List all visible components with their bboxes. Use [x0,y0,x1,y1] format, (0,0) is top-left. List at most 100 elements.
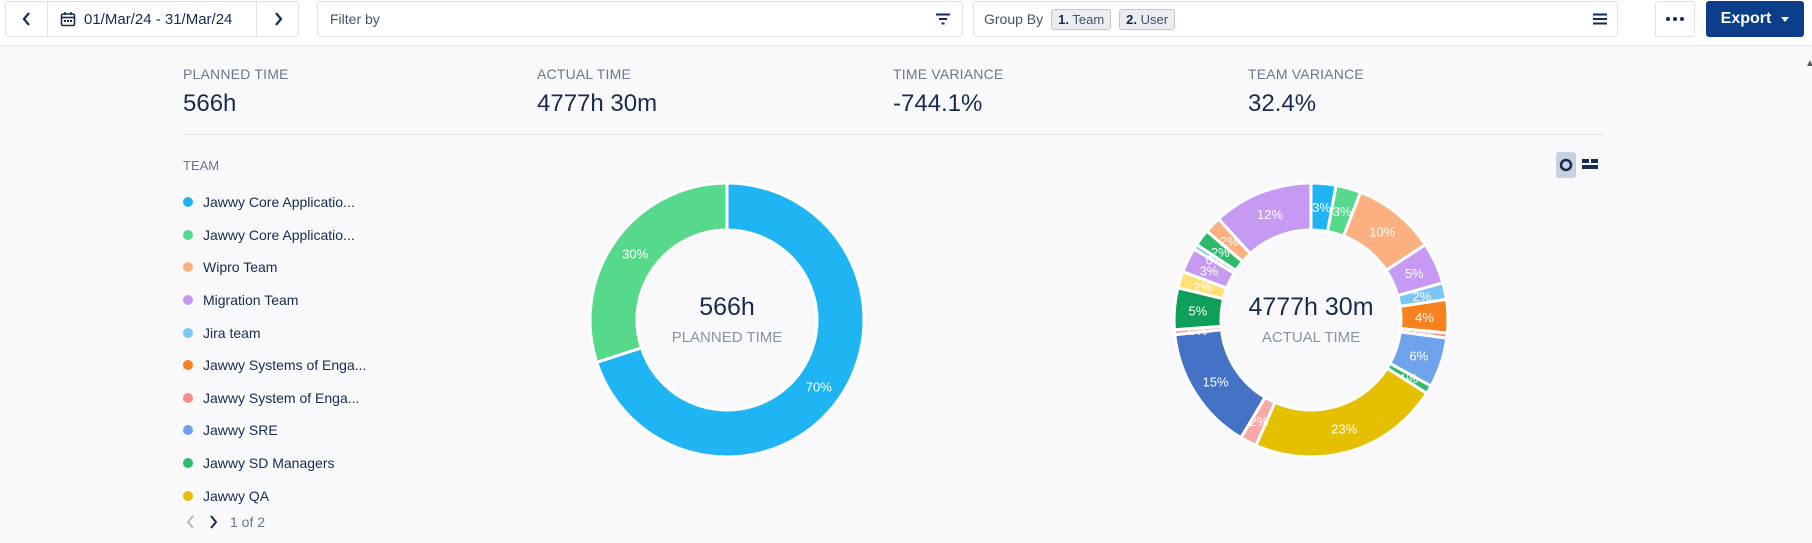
stat-label: ACTUAL TIME [537,66,631,82]
donut-chart-icon [1559,158,1573,172]
stat-label: TIME VARIANCE [893,66,1004,82]
donut-slice-label: 5% [1405,266,1424,281]
legend-label: Wipro Team [203,259,278,276]
table-view-button[interactable] [1582,156,1598,174]
legend-item[interactable]: Jawwy Systems of Enga... [183,349,366,382]
donut-slice[interactable] [594,181,866,459]
donut-slice-label: 3% [1333,204,1352,219]
group-chip-team[interactable]: 1. Team [1051,8,1112,30]
legend-item[interactable]: Jawwy Core Applicatio... [183,186,366,219]
group-chip-label: Team [1072,11,1105,27]
donut-center-value: 4777h 30m [1248,293,1373,321]
legend-label: Jawwy Core Applicatio... [203,194,355,211]
more-options-button[interactable] [1655,1,1695,37]
stat-value: 32.4% [1248,90,1317,117]
legend-color-dot [183,425,193,436]
scrollbar-up-arrow[interactable]: ▲ [1805,58,1812,69]
legend-label: Migration Team [203,292,299,309]
filter-placeholder: Filter by [330,11,380,27]
donut-slice[interactable] [1216,181,1313,256]
donut-center-label: ACTUAL TIME [1262,329,1360,346]
export-label: Export [1720,10,1772,27]
filter-icon[interactable] [936,13,950,25]
legend-item[interactable]: Jawwy SRE [183,414,366,447]
export-button[interactable]: Export [1706,1,1804,37]
legend-color-dot [183,295,193,306]
hamburger-menu-icon[interactable] [1593,13,1607,25]
legend-label: Jawwy SRE [203,422,278,439]
chevron-down-icon [1781,16,1790,22]
donut-slice[interactable] [1253,366,1429,459]
actual-time-donut: 3% 3%10%5%2%4%0%6%1%23%2%15%0%5%2%3%0%2%2… [1172,181,1450,459]
donut-center-label: PLANNED TIME [672,329,783,346]
donut-slice[interactable] [588,181,729,365]
legend-label: Jawwy Core Applicatio... [203,226,355,243]
date-range-text: 01/Mar/24 - 31/Mar/24 [84,10,233,28]
more-dots-icon [1666,17,1684,21]
legend-item[interactable]: Migration Team [183,284,366,317]
legend-item[interactable]: Jawwy System of Enga... [183,382,366,415]
donut-slice-label: 10% [1369,225,1395,240]
donut-slice-label: 30% [622,246,648,261]
previous-period-button[interactable] [6,2,48,36]
legend-pager: 1 of 2 [186,514,265,530]
legend-title: TEAM [183,158,220,173]
legend-color-dot [183,490,193,501]
donut-view-button[interactable] [1556,152,1576,178]
donut-center-value: 566h [699,293,755,321]
donut-slice-label: 6% [1409,348,1428,363]
stat-label: PLANNED TIME [183,66,289,82]
legend-color-dot [183,458,193,469]
legend-list: Jawwy Core Applicatio... Jawwy Core Appli… [183,186,366,512]
donut-slice-label: 23% [1331,422,1357,437]
legend-label: Jawwy Systems of Enga... [203,357,367,374]
legend-color-dot [183,392,193,403]
planned-time-donut: 70% 30% [588,181,866,459]
next-period-button[interactable] [256,2,298,36]
stat-actual-time: ACTUAL TIME 4777h 30m [537,66,657,118]
group-by-control: Group By 1. Team 2. User [973,1,1618,37]
donut-slice-label: 2% [1413,289,1432,304]
donut-slice-label: 3% [1200,263,1219,278]
group-by-label: Group By [984,11,1044,27]
legend-label: Jira team [203,324,261,341]
legend-item[interactable]: Wipro Team [183,251,366,284]
legend-color-dot [183,360,193,371]
calendar-icon [60,12,76,27]
legend-label: Jawwy SD Managers [203,455,335,472]
legend-item[interactable]: Jawwy SD Managers [183,447,366,480]
donut-slice-label: 2% [1193,280,1212,295]
donut-slice-label: 5% [1188,304,1207,319]
date-range-selector[interactable]: 01/Mar/24 - 31/Mar/24 [48,11,232,28]
group-chip-number: 2. [1126,11,1138,27]
group-chip-user[interactable]: 2. User [1119,8,1176,30]
legend-item[interactable]: Jawwy QA [183,479,366,512]
pager-text: 1 of 2 [230,514,266,530]
pager-prev-icon[interactable] [186,514,196,530]
divider [183,134,1603,135]
toolbar: 01/Mar/24 - 31/Mar/24 Filter by Group By… [0,0,1812,46]
pager-next-icon[interactable] [208,514,218,530]
legend-color-dot [183,197,193,208]
legend-item[interactable]: Jawwy Core Applicatio... [183,219,366,252]
donut-slice-label: 12% [1257,207,1283,222]
stat-planned-time: PLANNED TIME 566h [183,66,289,118]
table-view-icon [1582,159,1598,169]
legend-label: Jawwy QA [203,487,270,504]
stat-time-variance: TIME VARIANCE -744.1% [893,66,1003,118]
donut-slice-label: 15% [1202,374,1228,389]
donut-slice-label: 3% [1312,200,1331,215]
legend-item[interactable]: Jira team [183,316,366,349]
date-range-picker: 01/Mar/24 - 31/Mar/24 [5,1,299,37]
group-chip-number: 1. [1058,11,1069,27]
stat-label: TEAM VARIANCE [1248,66,1364,82]
filter-input[interactable]: Filter by [317,1,963,37]
chart-view-toggle [1556,152,1598,178]
stat-value: -744.1% [893,90,983,117]
group-chip-label: User [1140,11,1169,27]
legend-color-dot [183,229,193,240]
donut-slice-label: 4% [1415,310,1434,325]
legend-color-dot [183,262,193,273]
stat-value: 4777h 30m [537,90,658,117]
